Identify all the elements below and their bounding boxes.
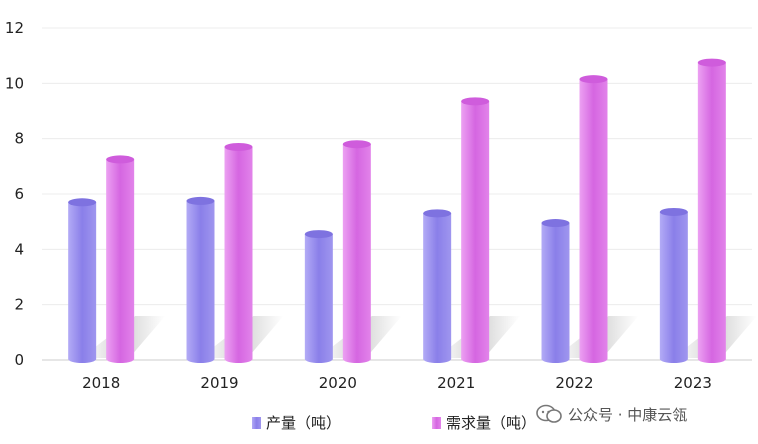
bar-production-2023 xyxy=(659,207,688,363)
bar-top xyxy=(541,219,570,228)
legend-item-demand: 需求量（吨） xyxy=(432,414,536,432)
bar-demand-2021 xyxy=(461,97,490,364)
bar-top xyxy=(342,140,371,149)
bar-body xyxy=(579,79,608,363)
bar-body xyxy=(423,213,452,363)
legend-swatch xyxy=(252,417,261,429)
wechat-logo-icon xyxy=(536,404,562,423)
y-tick-label: 2 xyxy=(14,296,24,314)
bar-production-2019 xyxy=(186,196,215,363)
y-tick-label: 6 xyxy=(14,185,24,203)
bar-demand-2018 xyxy=(106,155,135,363)
y-tick-label: 4 xyxy=(14,240,24,258)
y-tick-label: 10 xyxy=(5,74,24,92)
x-tick-label: 2022 xyxy=(555,374,593,392)
x-tick-label: 2023 xyxy=(674,374,712,392)
bar-body xyxy=(304,234,333,363)
bars xyxy=(68,58,726,364)
bar-top xyxy=(659,207,688,216)
bar-shadows xyxy=(81,316,757,358)
bar-production-2021 xyxy=(423,209,452,363)
bar-top xyxy=(224,142,253,151)
bar-body xyxy=(342,144,371,363)
legend-label: 产量（吨） xyxy=(266,414,341,432)
legend-label: 需求量（吨） xyxy=(446,414,536,432)
y-axis-ticks: 0 2 4 6 8 10 12 xyxy=(5,19,24,369)
bar-top xyxy=(579,75,608,84)
legend-swatch xyxy=(432,417,441,429)
bar-demand-2022 xyxy=(579,75,608,363)
bar-top xyxy=(106,155,135,164)
bar-body xyxy=(68,202,97,363)
x-tick-label: 2018 xyxy=(82,374,120,392)
bar-top xyxy=(186,196,215,205)
bar-production-2022 xyxy=(541,219,570,363)
bar-body xyxy=(106,159,135,363)
watermark-text: 公众号 · 中康云瓴 xyxy=(568,405,688,424)
x-axis-ticks: 2018 2019 2020 2021 2022 2023 xyxy=(82,374,712,392)
bar-demand-2019 xyxy=(224,142,253,363)
bar-production-2020 xyxy=(304,230,333,363)
grid-lines xyxy=(42,27,752,361)
bar-body xyxy=(224,146,253,363)
bar-demand-2020 xyxy=(342,140,371,363)
bar-production-2018 xyxy=(68,198,97,363)
bar-body xyxy=(659,211,688,363)
bar-body xyxy=(186,200,215,363)
watermark: 公众号 · 中康云瓴 xyxy=(536,400,751,428)
y-tick-label: 12 xyxy=(5,19,24,37)
y-tick-label: 8 xyxy=(14,130,24,148)
bar-body xyxy=(541,223,570,363)
bar-top xyxy=(697,58,726,67)
x-tick-label: 2020 xyxy=(319,374,357,392)
legend-item-production: 产量（吨） xyxy=(252,414,341,432)
x-tick-label: 2021 xyxy=(437,374,475,392)
bar-body xyxy=(697,62,726,363)
bar-top xyxy=(304,230,333,239)
x-tick-label: 2019 xyxy=(200,374,238,392)
bar-body xyxy=(461,101,490,364)
legend: 产量（吨） 需求量（吨） xyxy=(252,414,536,432)
bar-demand-2023 xyxy=(697,58,726,363)
bar-top xyxy=(423,209,452,218)
y-tick-label: 0 xyxy=(14,351,24,369)
bar-top xyxy=(461,97,490,106)
bar-top xyxy=(68,198,97,207)
